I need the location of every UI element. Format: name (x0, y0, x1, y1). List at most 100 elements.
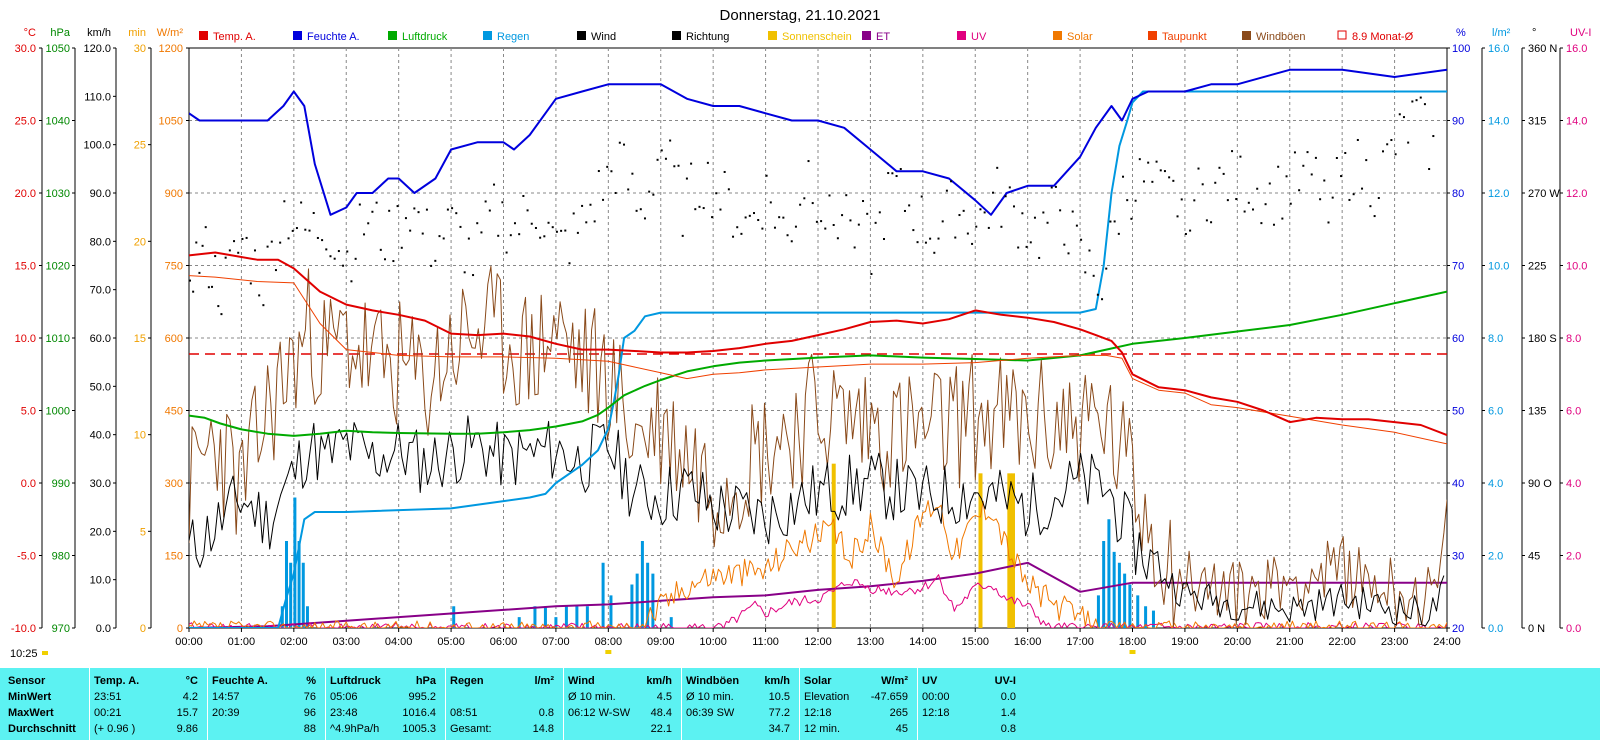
x-tick-label: 05:00 (437, 636, 465, 648)
legend-swatch (388, 31, 397, 40)
axis-tick-label-sun: 25 (134, 140, 146, 152)
stats-cell-time: 14:57 (212, 691, 240, 703)
direction-point (1260, 222, 1263, 225)
axis-tick-label-sun: 5 (140, 526, 146, 538)
rain-bar (301, 562, 305, 628)
direction-point (1075, 224, 1078, 227)
stats-row-label: Durchschnitt (8, 723, 76, 735)
stats-cell-value: 76 (303, 691, 316, 703)
direction-point (1419, 96, 1422, 99)
direction-point (908, 204, 911, 207)
x-tick-label: 11:00 (752, 636, 779, 648)
direction-point (195, 241, 198, 244)
series-line-feuchte-a- (189, 68, 1447, 216)
stats-header-name: Luftdruck (330, 675, 381, 687)
direction-point (627, 188, 630, 191)
direction-point (1113, 220, 1116, 223)
direction-point (610, 170, 613, 173)
direction-point (690, 162, 693, 165)
direction-point (274, 269, 277, 272)
axis-tick-label-wind: 100.0 (83, 140, 111, 152)
direction-point (757, 219, 760, 222)
direction-point (811, 202, 814, 205)
legend-entry: Taupunkt (1148, 31, 1207, 43)
direction-point (1122, 175, 1125, 178)
axis-tick-label-wind: 0.0 (96, 623, 111, 635)
direction-point (635, 209, 638, 212)
direction-point (581, 204, 584, 207)
stats-column-separator (207, 668, 208, 740)
direction-point (1092, 274, 1095, 277)
direction-point (1231, 150, 1234, 153)
axis-tick-label-wind: 70.0 (90, 285, 111, 297)
axis-tick-label-dir: 225 (1528, 261, 1546, 273)
direction-point (1080, 238, 1083, 241)
stats-cell-value: 15.7 (176, 707, 198, 719)
direction-point (1168, 176, 1171, 179)
stats-row-label: MaxWert (8, 707, 54, 719)
axis-tick-label-sun: 30 (134, 43, 146, 55)
direction-point (673, 165, 676, 168)
direction-point (1423, 103, 1426, 106)
series-line-regen (189, 90, 1447, 628)
legend-label: Luftdruck (402, 31, 448, 43)
axis-tick-label-uv: 4.0 (1566, 478, 1581, 490)
direction-point (815, 220, 818, 223)
axis-tick-label-uv: 10.0 (1566, 261, 1587, 273)
direction-point (1348, 198, 1351, 201)
stats-header-unit: hPa (415, 675, 436, 687)
direction-point (794, 225, 797, 228)
direction-point (1352, 193, 1355, 196)
direction-point (1306, 151, 1309, 154)
direction-point (522, 194, 525, 197)
legend-swatch (862, 31, 871, 40)
series-line-luftdruck (189, 290, 1447, 437)
axis-tick-label-sun: 20 (134, 236, 146, 248)
axis-tick-label-wind: 10.0 (90, 575, 111, 587)
direction-point (547, 221, 550, 224)
direction-point (472, 274, 475, 277)
stats-header-name: Wind (568, 675, 595, 687)
stats-cell-value: 10.5 (768, 691, 790, 703)
direction-point (1155, 160, 1158, 163)
legend-swatch (672, 31, 681, 40)
direction-point (597, 170, 600, 173)
x-tick-label: 04:00 (385, 636, 413, 648)
rain-bar (609, 595, 613, 628)
direction-point (648, 190, 651, 193)
axis-tick-label-wind: 60.0 (90, 333, 111, 345)
direction-point (350, 280, 353, 283)
direction-point (887, 172, 890, 175)
rain-bar (601, 562, 605, 628)
direction-point (593, 220, 596, 223)
x-tick-label: 22:00 (1328, 636, 1356, 648)
axis-tick-label-temp: 25.0 (15, 116, 36, 128)
rain-bar (1151, 610, 1155, 628)
axis-tick-label-uv: 2.0 (1566, 551, 1581, 563)
direction-point (711, 216, 714, 219)
direction-point (618, 141, 621, 144)
legend-label: Temp. A. (213, 31, 256, 43)
direction-point (421, 232, 424, 235)
direction-point (1096, 293, 1099, 296)
direction-point (1054, 185, 1057, 188)
legend-entry: ET (862, 31, 890, 43)
series-line-windb-en (189, 265, 1447, 628)
direction-point (1432, 135, 1435, 138)
axis-tick-label-rain: 14.0 (1488, 116, 1509, 128)
direction-point (660, 149, 663, 152)
direction-point (467, 237, 470, 240)
rain-bar (517, 617, 521, 628)
direction-point (438, 235, 441, 238)
axis-tick-label-hum: 70 (1452, 261, 1464, 273)
axis-unit-sun: min (128, 27, 146, 39)
direction-point (291, 229, 294, 232)
legend-label: UV (971, 31, 987, 43)
legend-entry: Sonnenschein (768, 31, 852, 43)
direction-point (258, 294, 261, 297)
rain-bar (635, 573, 639, 628)
direction-point (283, 200, 286, 203)
axis-tick-label-rain: 0.0 (1488, 623, 1503, 635)
series-line-solar (189, 500, 1447, 628)
stats-cell-time: 20:39 (212, 707, 240, 719)
